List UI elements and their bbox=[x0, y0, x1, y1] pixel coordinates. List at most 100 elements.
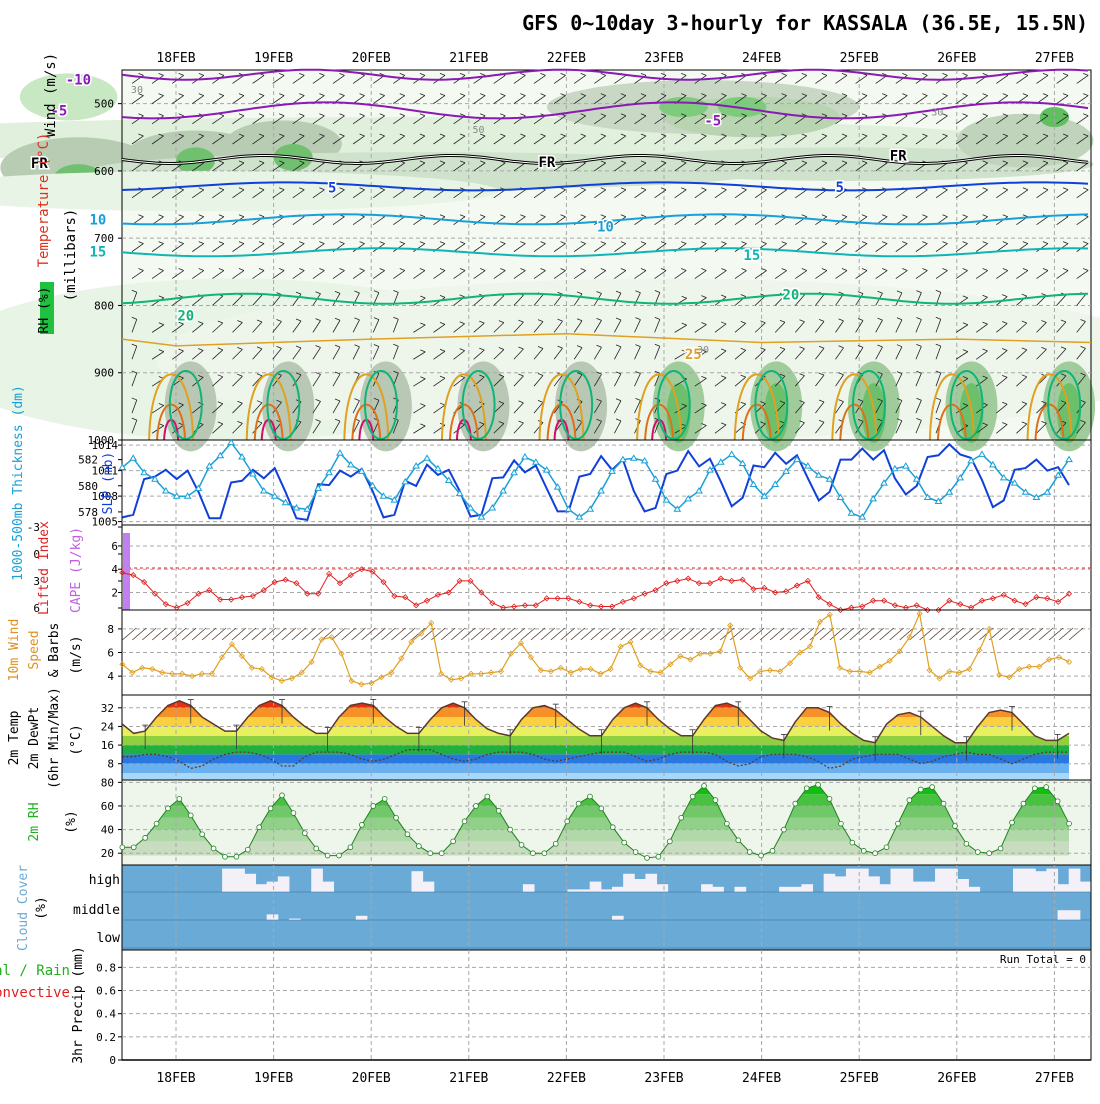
thickness-marker bbox=[303, 505, 312, 512]
wind-barb-flag bbox=[520, 113, 526, 117]
wind-barb bbox=[352, 75, 365, 84]
wind-barb-flag bbox=[896, 418, 903, 422]
thickness-marker bbox=[1043, 488, 1052, 495]
wind-barb bbox=[252, 348, 263, 360]
wind-barb bbox=[835, 401, 844, 414]
lifted-index-marker bbox=[695, 580, 703, 587]
wind-barb bbox=[996, 350, 1008, 360]
wind-barb bbox=[493, 189, 506, 199]
wind-barb bbox=[1076, 189, 1089, 199]
wind-barb bbox=[332, 420, 341, 434]
wind-barb bbox=[754, 295, 766, 306]
rh-marker bbox=[997, 845, 1004, 852]
wind-barb bbox=[594, 75, 606, 84]
lifted-index-marker bbox=[315, 590, 322, 597]
ylabel-wind10m-b: Speed bbox=[27, 630, 42, 669]
wind-speed-marker bbox=[557, 664, 564, 671]
wind-barb bbox=[815, 421, 825, 434]
wind-barb-flag bbox=[740, 320, 746, 324]
date-label-top: 22FEB bbox=[547, 51, 586, 66]
wind-barb-flag bbox=[319, 187, 325, 191]
wind-barb-flag bbox=[962, 349, 968, 353]
wind-barb bbox=[794, 294, 805, 306]
rh-marker bbox=[416, 843, 422, 849]
rh-marker bbox=[267, 805, 274, 812]
wind-barb bbox=[553, 347, 563, 360]
wind-barb-flag bbox=[896, 398, 903, 401]
wind-barb bbox=[875, 270, 888, 279]
wind-barb-flag bbox=[334, 371, 341, 375]
wind-barb bbox=[493, 376, 505, 387]
isotherm-30 bbox=[936, 403, 967, 441]
wind-barb-flag bbox=[922, 241, 928, 244]
wind-barb bbox=[754, 162, 767, 172]
chart-title: GFS 0~10day 3-hourly for KASSALA (36.5E,… bbox=[522, 11, 1088, 35]
wind-barb-flag bbox=[158, 93, 164, 96]
thickness-marker bbox=[880, 479, 888, 486]
thickness-marker bbox=[477, 513, 486, 520]
rh-contour-label: 30 bbox=[931, 108, 943, 119]
wind-speed-marker bbox=[926, 667, 933, 674]
wind-barb-flag bbox=[620, 187, 627, 191]
wind-speed-marker bbox=[189, 673, 196, 680]
cloud-high-bar bbox=[957, 879, 969, 892]
wind-barb-flag bbox=[721, 133, 727, 137]
wind-barb-10m bbox=[859, 627, 875, 641]
wind-barb-flag bbox=[218, 133, 225, 137]
wind-barb-flag bbox=[178, 241, 184, 244]
wind-barb bbox=[151, 270, 164, 279]
wind-barb bbox=[895, 420, 903, 434]
wind-barb bbox=[654, 270, 667, 279]
wind-barb bbox=[915, 420, 922, 434]
wind-barb bbox=[674, 270, 687, 279]
wind-barb bbox=[634, 243, 647, 252]
wind-barb-flag bbox=[1021, 320, 1027, 324]
wind-barb-flag bbox=[818, 345, 825, 349]
rh-marker bbox=[541, 850, 548, 856]
thickness-marker bbox=[662, 496, 671, 503]
wind-barb bbox=[634, 270, 647, 279]
wind-speed-marker bbox=[468, 670, 475, 677]
wind-barb bbox=[754, 322, 766, 333]
thickness-marker bbox=[249, 470, 257, 477]
wind-speed-marker bbox=[338, 650, 345, 657]
wind-barb-flag bbox=[379, 268, 385, 271]
wind-barb-flag bbox=[982, 93, 988, 96]
wind-barb bbox=[594, 270, 606, 279]
rh-blob bbox=[0, 170, 498, 212]
wind-barb-10m bbox=[700, 627, 715, 641]
wind-barb-flag bbox=[1042, 93, 1049, 96]
wind-speed-marker bbox=[278, 677, 285, 684]
wind-barb bbox=[212, 162, 225, 172]
wind-barb-flag bbox=[916, 370, 922, 374]
wind-barb-flag bbox=[838, 372, 844, 376]
rh-marker bbox=[689, 793, 696, 800]
wind-barb bbox=[513, 243, 526, 252]
rh-marker bbox=[712, 797, 719, 803]
wind-barb-10m bbox=[351, 627, 366, 641]
wind-barb bbox=[553, 189, 566, 199]
isotherm-25 bbox=[636, 373, 683, 441]
wind-barb bbox=[875, 346, 883, 360]
lifted-index-marker bbox=[1055, 598, 1062, 605]
cloud-middle-bar bbox=[1068, 910, 1081, 920]
thickness-marker bbox=[727, 450, 736, 457]
wind-barb bbox=[774, 115, 787, 125]
wind-barb bbox=[131, 372, 138, 387]
wind-barb-flag bbox=[962, 93, 968, 96]
wind-barb-flag bbox=[419, 268, 426, 271]
wind-barb-flag bbox=[419, 241, 426, 244]
wind-barb bbox=[252, 115, 265, 125]
wind-barb bbox=[815, 294, 825, 306]
wind-barb bbox=[1036, 270, 1049, 279]
wind-barb-flag bbox=[701, 322, 707, 325]
rh-contour bbox=[656, 370, 691, 441]
wind-barb bbox=[935, 319, 942, 333]
rh-marker bbox=[1020, 800, 1027, 807]
wind-barb bbox=[573, 243, 586, 252]
cloud-level-label: middle bbox=[73, 903, 120, 918]
wind-barb-flag bbox=[399, 241, 405, 244]
wind-barb bbox=[553, 270, 566, 279]
wind-barb-flag bbox=[681, 241, 687, 244]
wind-barb-flag bbox=[1002, 241, 1008, 244]
